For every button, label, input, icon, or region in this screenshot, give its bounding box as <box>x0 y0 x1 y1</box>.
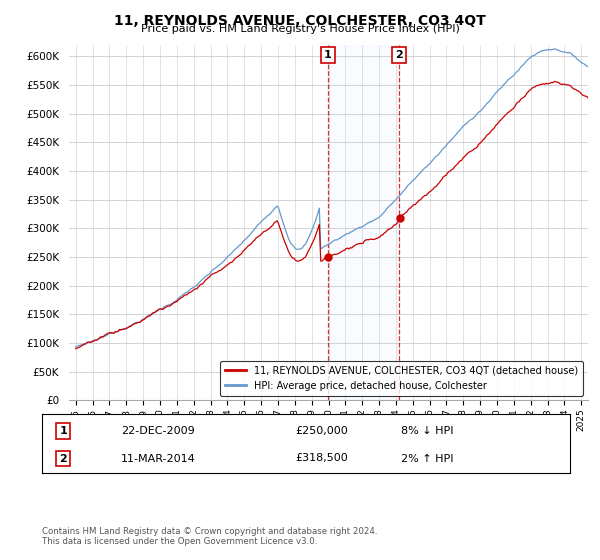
Legend: 11, REYNOLDS AVENUE, COLCHESTER, CO3 4QT (detached house), HPI: Average price, d: 11, REYNOLDS AVENUE, COLCHESTER, CO3 4QT… <box>220 361 583 395</box>
Text: £250,000: £250,000 <box>295 426 348 436</box>
Text: Price paid vs. HM Land Registry's House Price Index (HPI): Price paid vs. HM Land Registry's House … <box>140 24 460 34</box>
Text: £318,500: £318,500 <box>295 454 348 464</box>
Text: Contains HM Land Registry data © Crown copyright and database right 2024.
This d: Contains HM Land Registry data © Crown c… <box>42 526 377 546</box>
Text: 2: 2 <box>59 454 67 464</box>
Text: 2% ↑ HPI: 2% ↑ HPI <box>401 454 454 464</box>
Text: 11-MAR-2014: 11-MAR-2014 <box>121 454 196 464</box>
Text: 2: 2 <box>395 50 403 60</box>
Text: 1: 1 <box>59 426 67 436</box>
Text: 1: 1 <box>324 50 332 60</box>
Bar <box>328 45 399 400</box>
Text: 8% ↓ HPI: 8% ↓ HPI <box>401 426 454 436</box>
Text: 22-DEC-2009: 22-DEC-2009 <box>121 426 195 436</box>
Text: 11, REYNOLDS AVENUE, COLCHESTER, CO3 4QT: 11, REYNOLDS AVENUE, COLCHESTER, CO3 4QT <box>114 14 486 28</box>
